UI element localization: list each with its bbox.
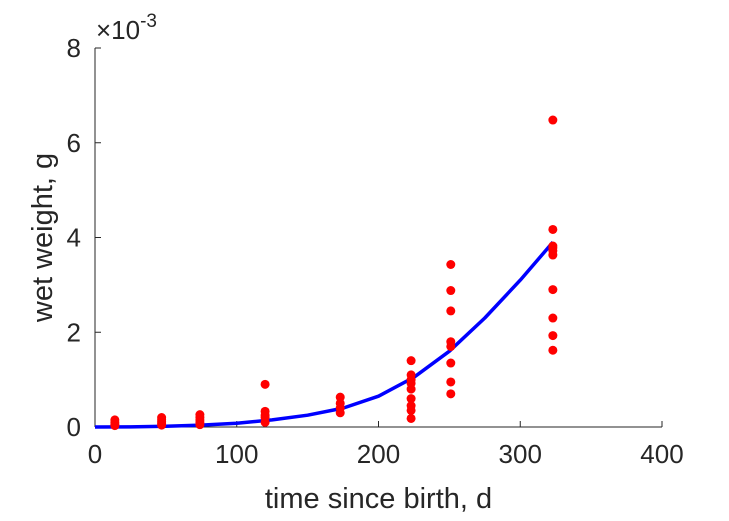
data-point bbox=[548, 313, 558, 323]
data-point bbox=[260, 379, 270, 389]
data-point bbox=[446, 286, 456, 296]
x-tick-label: 0 bbox=[88, 439, 102, 469]
data-point bbox=[548, 241, 558, 251]
x-tick-label: 100 bbox=[215, 439, 258, 469]
x-tick-label: 400 bbox=[640, 439, 683, 469]
data-point bbox=[406, 356, 416, 366]
data-point bbox=[446, 377, 456, 387]
data-point bbox=[110, 415, 120, 425]
data-point bbox=[260, 406, 270, 416]
data-point bbox=[406, 370, 416, 380]
x-axis-label: time since birth, d bbox=[265, 483, 492, 515]
data-point bbox=[406, 413, 416, 423]
x-tick-label: 200 bbox=[357, 439, 400, 469]
y-axis-label: wet weight, g bbox=[27, 153, 59, 323]
data-point bbox=[335, 392, 345, 402]
data-point bbox=[406, 401, 416, 411]
data-point bbox=[446, 389, 456, 399]
data-point bbox=[195, 410, 205, 420]
axes: 0 100 200 300 400 0 2 4 6 8 bbox=[67, 33, 684, 469]
y-axis-multiplier-exponent: -3 bbox=[140, 11, 157, 32]
data-point bbox=[548, 115, 558, 125]
data-point bbox=[548, 345, 558, 355]
data-point bbox=[446, 260, 456, 270]
y-axis-multiplier: ×10-3 bbox=[96, 11, 157, 45]
data-point bbox=[548, 285, 558, 295]
y-tick-label: 6 bbox=[67, 128, 81, 158]
data-point bbox=[446, 306, 456, 316]
data-point bbox=[157, 413, 167, 423]
data-point bbox=[446, 337, 456, 347]
data-point bbox=[548, 224, 558, 234]
data-point bbox=[406, 394, 416, 404]
y-tick-label: 0 bbox=[67, 412, 81, 442]
y-tick-label: 8 bbox=[67, 33, 81, 63]
x-tick-label: 300 bbox=[499, 439, 542, 469]
data-point bbox=[548, 331, 558, 341]
data-point bbox=[446, 358, 456, 368]
fit-curve bbox=[94, 241, 555, 429]
labels-layer: time since birth, d wet weight, g ×10-3 bbox=[27, 11, 492, 515]
fit-curve-layer bbox=[94, 241, 555, 429]
y-tick-label: 4 bbox=[67, 223, 81, 253]
data-points-layer bbox=[110, 115, 558, 431]
data-point bbox=[335, 398, 345, 408]
y-tick-label: 2 bbox=[67, 317, 81, 347]
y-axis-multiplier-base: ×10 bbox=[96, 15, 140, 45]
